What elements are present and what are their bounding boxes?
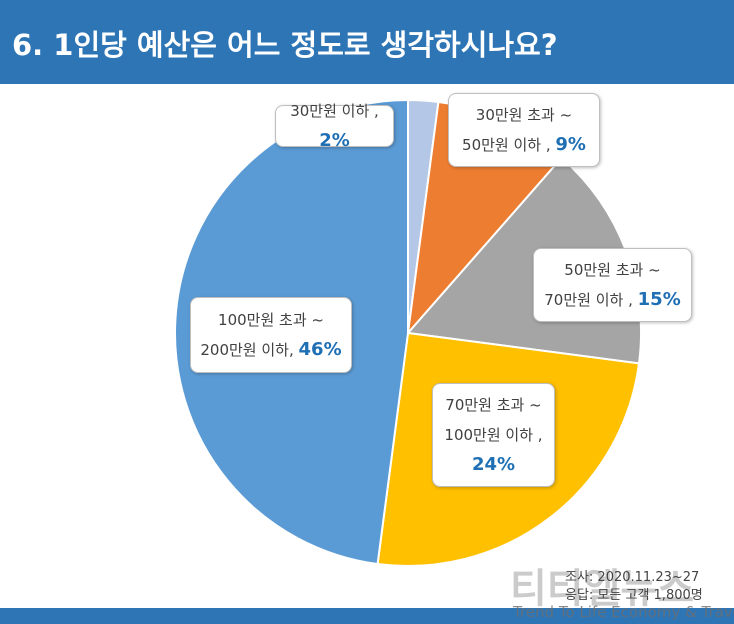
- category-label: 70만원 초과 ~ 100만원 이하 ,: [444, 396, 543, 444]
- category-label: 100만원 초과 ~ 200만원 이하,: [200, 311, 324, 359]
- source-note: 조사: 2020.11.23~27: [565, 570, 700, 585]
- data-label: 70만원 초과 ~ 100만원 이하 , 24%: [432, 383, 555, 487]
- category-label: 30만원 초과 ~ 50만원 이하 ,: [462, 106, 573, 154]
- category-label: 30만원 이하 ,: [290, 102, 379, 120]
- data-label: 30만원 초과 ~ 50만원 이하 , 9%: [448, 93, 600, 167]
- value-label: 24%: [471, 454, 516, 475]
- value-label: 15%: [637, 289, 681, 310]
- value-label: 9%: [555, 134, 586, 155]
- source-note: 응답: 모든 고객 1,800명: [565, 588, 703, 603]
- data-label: 30만원 이하 , 2%: [275, 102, 394, 151]
- category-label: 50만원 초과 ~ 70만원 이하 ,: [544, 261, 661, 309]
- chart-title: 6. 1인당 예산은 어느 정도로 생각하시나요?: [12, 28, 558, 62]
- data-label: 50만원 초과 ~ 70만원 이하 , 15%: [533, 248, 692, 322]
- value-label: 46%: [298, 339, 342, 360]
- footer-bar: [0, 608, 734, 624]
- watermark: 티티엘뉴스: [510, 566, 694, 612]
- watermark-slogan: Trend To Life Economy & Travel: [513, 603, 734, 621]
- header-bar: [0, 0, 734, 84]
- value-label: 2%: [319, 130, 350, 151]
- data-label: 100만원 초과 ~ 200만원 이하, 46%: [190, 297, 352, 373]
